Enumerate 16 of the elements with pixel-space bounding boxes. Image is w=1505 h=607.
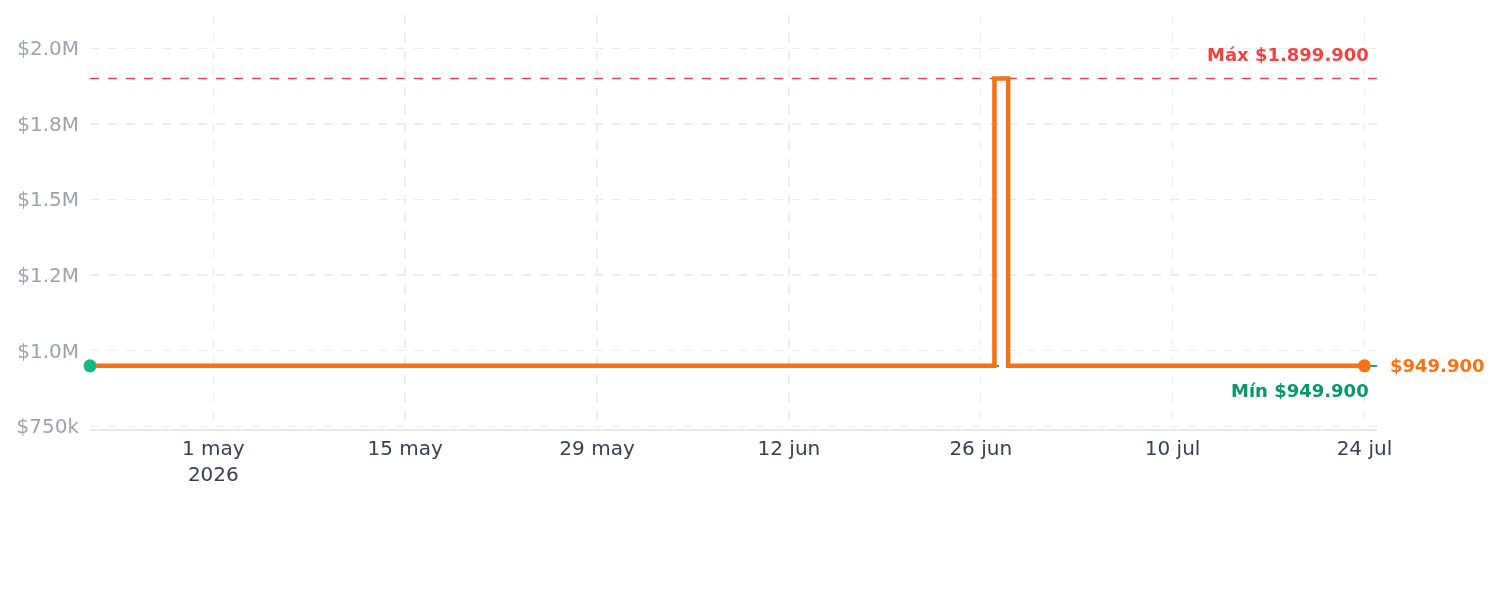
ref-line-label: Mín $949.900 bbox=[1231, 380, 1369, 401]
y-tick-label: $1.2M bbox=[17, 263, 79, 288]
y-tick-label: $1.5M bbox=[17, 187, 79, 212]
x-tick-label: 24 jul bbox=[1336, 436, 1393, 460]
y-tick-label: $1.0M bbox=[17, 338, 79, 363]
x-tick-label: 26 jun bbox=[949, 436, 1013, 460]
ref-line-label: Máx $1.899.900 bbox=[1207, 44, 1369, 65]
x-tick-label: 15 may bbox=[367, 436, 444, 460]
y-tick-label: $2.0M bbox=[17, 36, 79, 61]
y-tick-label: $1.8M bbox=[17, 111, 79, 136]
y-tick-label: $750k bbox=[16, 414, 80, 439]
x-tick-label: 10 jul bbox=[1144, 436, 1201, 460]
x-tick-label: 1 may 2026 bbox=[182, 436, 245, 486]
x-tick-label: 12 jun bbox=[757, 436, 821, 460]
x-tick-label: 29 may bbox=[559, 436, 635, 460]
annotation: $949.900 bbox=[1390, 355, 1485, 376]
